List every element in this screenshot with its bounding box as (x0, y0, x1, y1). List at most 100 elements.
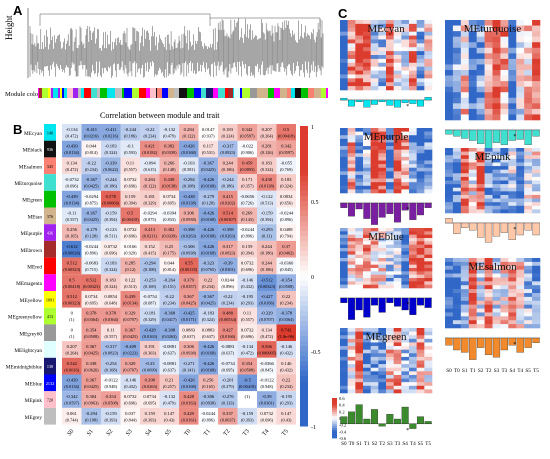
module-heat-cell (355, 70, 364, 75)
module-heat-cell (492, 273, 501, 278)
module-heat-cell (401, 160, 410, 165)
heatmap-cell (120, 224, 140, 241)
heatmap-cell (81, 407, 101, 425)
module-heat-cell (386, 27, 394, 32)
module-heat-cell (460, 261, 470, 267)
module-heat-cell (516, 281, 525, 286)
heatmap-cell (159, 324, 179, 342)
cell-correlation: -0.398 (163, 327, 176, 332)
module-heat-cell (416, 378, 425, 383)
module-color-segment (61, 88, 64, 98)
module-heat-cell (508, 148, 517, 152)
cell-pvalue: (0.715) (85, 267, 98, 272)
heatmap-cell (198, 291, 218, 308)
module-heat-cell (468, 31, 477, 37)
module-heat-cell (524, 187, 533, 192)
cell-pvalue: (0.0425) (84, 351, 99, 356)
eigengene-bar (348, 297, 355, 320)
cell-pvalue: (0.0163) (142, 334, 157, 339)
module-heat-cell (424, 23, 433, 29)
heatmap-cell (81, 357, 101, 375)
heatmap-cell (179, 274, 199, 291)
module-heat-cell (409, 39, 417, 44)
module-heat-cell (401, 43, 410, 48)
legend-gradient-step (300, 276, 308, 282)
module-heat-cell (370, 171, 379, 176)
module-label: MEgrey (25, 415, 43, 421)
module-heat-cell (347, 360, 356, 365)
cell-pvalue: (0.557) (104, 334, 117, 339)
module-heat-cell (409, 268, 417, 272)
module-heat-cell (386, 234, 394, 239)
heatmap-cell (62, 407, 82, 425)
legend-tick: 0.6 (339, 396, 345, 401)
module-heat-cell (476, 198, 485, 203)
module-heat-cell (355, 241, 364, 245)
module-heat-cell (386, 241, 394, 245)
module-heat-cell (416, 78, 425, 83)
legend-gradient-step (300, 336, 308, 342)
legend-gradient-step (300, 176, 308, 182)
module-color-segment (264, 88, 268, 98)
legend-tick: 0 (339, 416, 342, 421)
heatmap-cell (276, 357, 296, 375)
cell-correlation: -0.183 (105, 144, 118, 149)
module-heat-cell (476, 184, 485, 189)
legend-gradient-step (300, 131, 308, 137)
legend-gradient-step (300, 281, 308, 287)
module-heat-cell (393, 278, 402, 282)
module-heat-cell (386, 20, 394, 25)
cell-pvalue: (0.479) (163, 401, 176, 406)
module-heat-cell (492, 75, 501, 82)
module-heat-cell (347, 164, 356, 169)
heatmap-cell (120, 307, 140, 325)
module-heat-cell (424, 382, 433, 387)
cell-correlation: -0.409 (124, 344, 137, 349)
module-heat-cell (355, 82, 364, 87)
module-heat-cell (416, 58, 425, 64)
module-heat-cell (500, 258, 509, 263)
module-heat-cell (378, 20, 387, 25)
module-heat-cell (468, 155, 477, 160)
module-heat-cell (508, 269, 517, 274)
module-heat-cell (416, 39, 425, 44)
module-heat-cell (340, 228, 348, 232)
module-heat-cell (409, 51, 417, 56)
cell-pvalue: (0.472) (65, 167, 78, 172)
module-heat-cell (516, 180, 525, 185)
module-heat-cell (532, 258, 541, 263)
module-heat-cell (524, 324, 533, 329)
cell-correlation: 0.439 (125, 294, 136, 299)
module-heat-cell (378, 62, 387, 67)
module-heat-cell (370, 364, 379, 369)
cell-pvalue: (0.929) (124, 250, 137, 255)
eigengene-bar (371, 297, 378, 306)
module-heat-cell (468, 202, 477, 207)
cell-pvalue: (0.0168) (201, 234, 216, 239)
module-heat-cell (355, 74, 364, 79)
module-heat-cell (508, 166, 517, 170)
cell-correlation: 0.578 (106, 194, 117, 199)
cell-pvalue: (0.0301) (220, 267, 235, 272)
module-heat-cell (363, 254, 371, 259)
heatmap-cell (276, 124, 296, 141)
heatmap-cell (140, 224, 160, 241)
cell-pvalue: (0.165) (202, 384, 215, 389)
cell-correlation: -0.279 (85, 227, 98, 232)
module-heat-cell (460, 108, 470, 115)
module-heat-cell (370, 55, 379, 60)
module-heat-cell (378, 268, 387, 272)
cell-correlation: -0.022 (241, 144, 254, 149)
cell-correlation: 0.285 (125, 261, 136, 266)
module-heat-cell (500, 70, 509, 76)
module-heat-cell (416, 328, 425, 332)
eigengene-bar (409, 99, 417, 104)
module-heat-cell (524, 162, 533, 167)
eigengene-bar (386, 202, 394, 214)
cell-correlation: 0.134 (67, 160, 78, 165)
module-heat-cell (492, 202, 501, 207)
module-heat-cell (347, 382, 356, 387)
cell-correlation: -0.22 (223, 294, 233, 299)
module-heat-cell (484, 36, 493, 43)
module-heat-cell (386, 149, 394, 154)
